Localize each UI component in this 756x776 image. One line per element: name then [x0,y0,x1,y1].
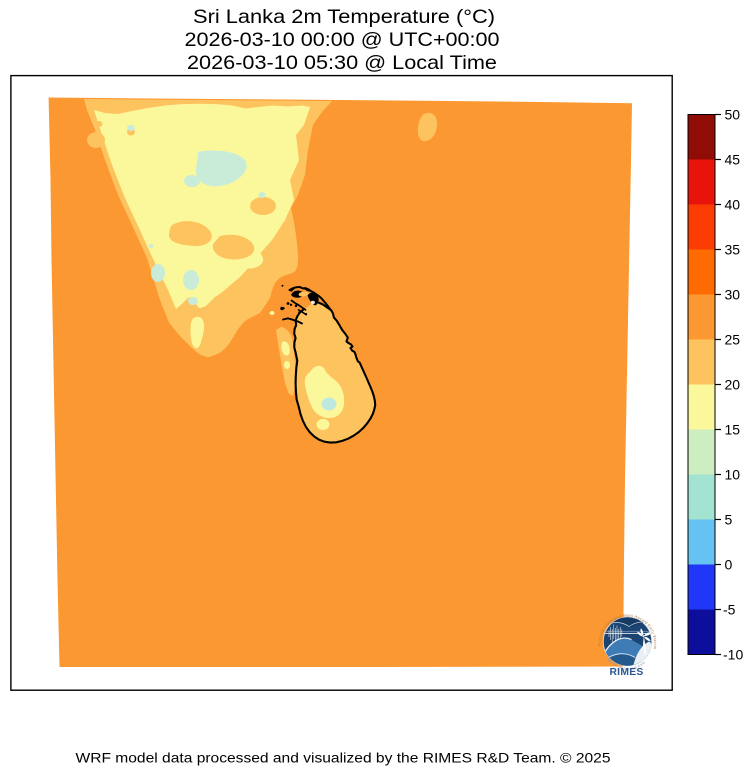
svg-text:-10: -10 [723,647,743,663]
svg-text:40: 40 [725,197,741,213]
svg-text:30: 30 [725,287,741,303]
svg-text:Sri Lanka 2m Temperature (°C): Sri Lanka 2m Temperature (°C) [193,6,495,28]
svg-text:5: 5 [725,512,733,528]
svg-text:2026-03-10 05:30 @ Local Time: 2026-03-10 05:30 @ Local Time [187,52,497,74]
svg-text:0: 0 [725,557,733,573]
svg-text:35: 35 [725,242,741,258]
svg-text:45: 45 [725,152,741,168]
svg-text:10: 10 [725,467,741,483]
svg-text:15: 15 [725,422,741,438]
svg-text:50: 50 [725,107,741,123]
svg-text:RIMES: RIMES [609,667,643,678]
svg-text:25: 25 [725,332,741,348]
svg-text:-5: -5 [723,602,736,618]
svg-text:2026-03-10 00:00 @ UTC+00:00: 2026-03-10 00:00 @ UTC+00:00 [185,29,500,51]
svg-text:WRF model data processed and v: WRF model data processed and visualized … [76,750,611,766]
svg-text:20: 20 [725,377,741,393]
